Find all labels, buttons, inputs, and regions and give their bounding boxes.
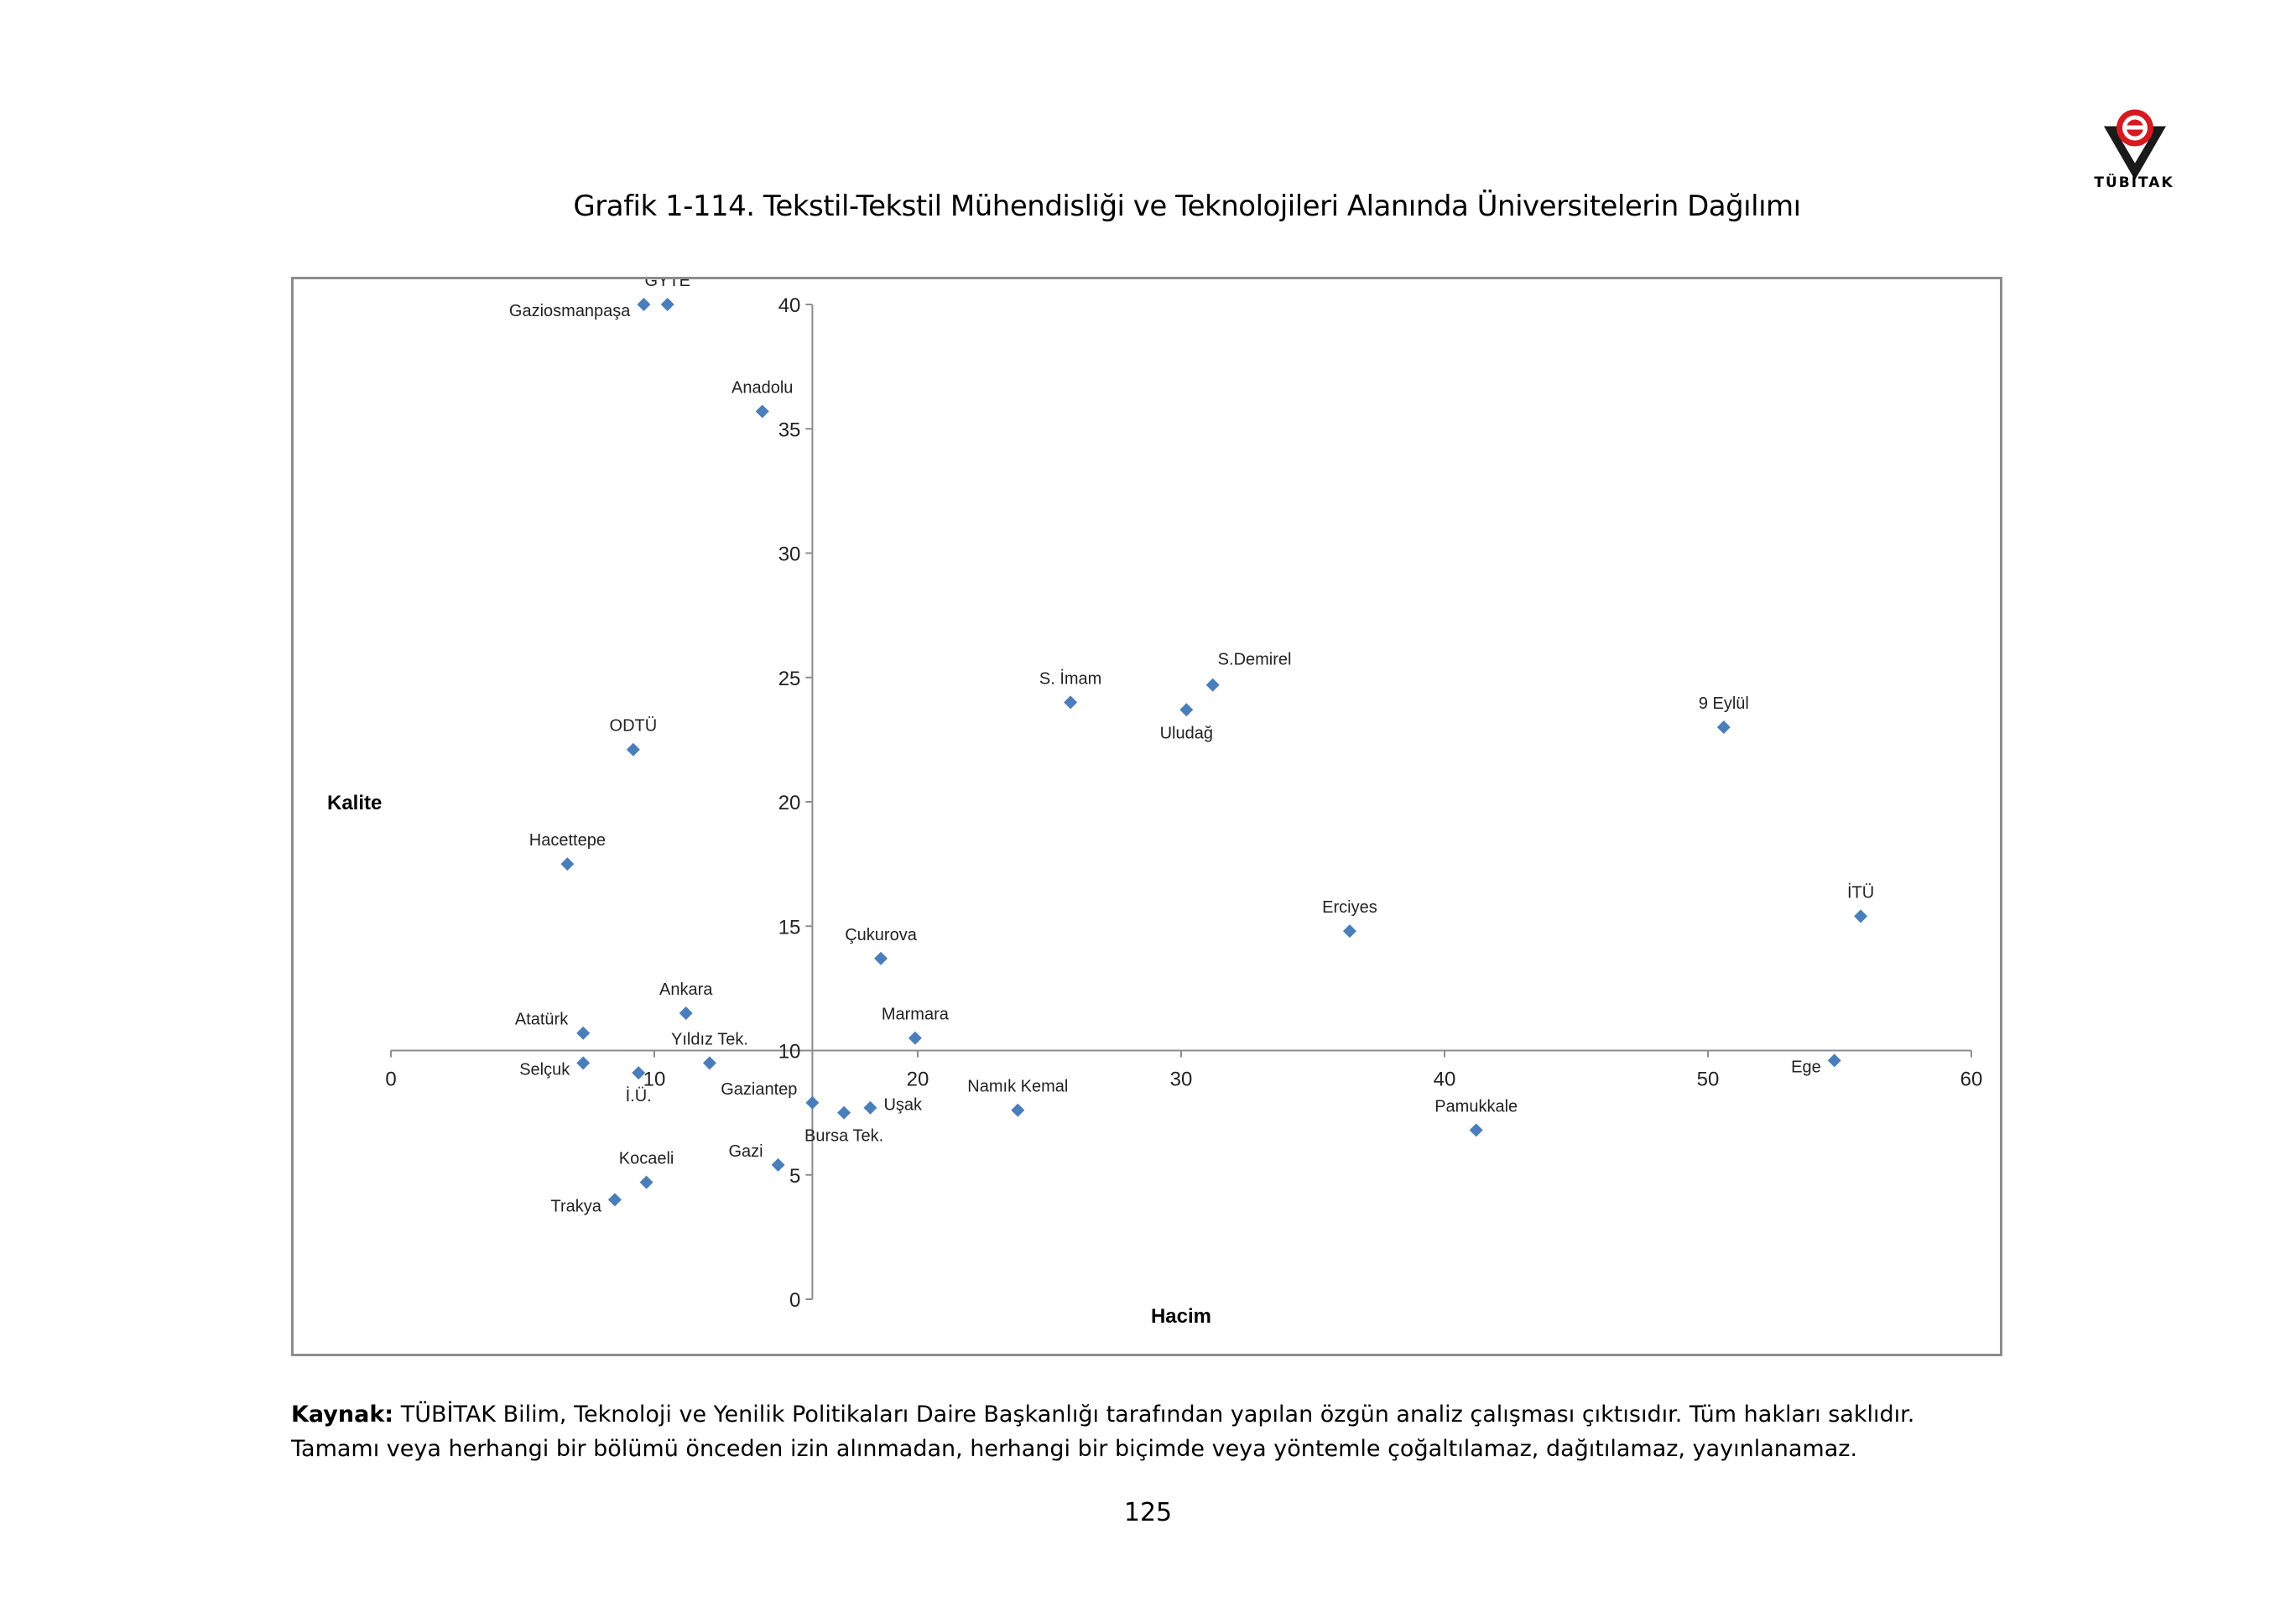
data-point xyxy=(1854,909,1868,923)
data-point xyxy=(1064,695,1078,710)
point-label: İTÜ xyxy=(1847,882,1874,902)
data-point xyxy=(1011,1103,1025,1117)
point-label: Atatürk xyxy=(515,1011,569,1029)
x-axis-title: Hacim xyxy=(1151,1305,1211,1328)
data-point xyxy=(1342,924,1356,939)
y-tick-label: 20 xyxy=(778,792,801,814)
point-label: Gazi xyxy=(728,1142,763,1161)
point-label: Marmara xyxy=(882,1006,950,1024)
y-tick-label: 40 xyxy=(778,294,801,317)
point-label: Ege xyxy=(1791,1058,1821,1076)
data-point xyxy=(679,1006,693,1021)
data-point xyxy=(576,1056,591,1070)
tubitak-logo xyxy=(2104,109,2166,180)
data-point xyxy=(637,298,651,311)
y-tick-label: 5 xyxy=(789,1165,800,1188)
point-label: S. İmam xyxy=(1039,668,1101,688)
point-label: Kocaeli xyxy=(619,1150,674,1168)
data-point xyxy=(576,1026,591,1040)
point-label: Erciyes xyxy=(1322,898,1377,917)
page-number: 125 xyxy=(1123,1498,1173,1527)
data-point xyxy=(626,742,640,757)
data-point xyxy=(702,1056,716,1070)
point-label: 9 Eylül xyxy=(1699,694,1749,713)
y-tick-label: 15 xyxy=(778,916,801,939)
y-tick-label: 30 xyxy=(778,544,801,566)
point-label: ODTÜ xyxy=(610,717,658,736)
data-point xyxy=(1827,1053,1841,1068)
x-tick-label: 60 xyxy=(1960,1069,1983,1091)
y-tick-label: 10 xyxy=(778,1041,801,1064)
logo-text: TÜBİTAK xyxy=(2094,174,2174,191)
y-tick-label: 25 xyxy=(778,668,801,690)
point-label: GYTE xyxy=(644,279,690,290)
data-point xyxy=(607,1193,622,1207)
point-label: Anadolu xyxy=(731,378,793,397)
chart-frame: 0 5 10 15 20 25 30 35 40 0 10 20 30 40 50 60 Kalite Hacim… xyxy=(291,277,2002,1356)
x-tick-label: 50 xyxy=(1697,1069,1720,1091)
data-point xyxy=(632,1066,646,1080)
point-label: Trakya xyxy=(551,1197,602,1215)
data-point xyxy=(863,1100,877,1115)
point-label: Gaziosmanpaşa xyxy=(509,302,631,320)
chart-title: Grafik 1-114. Tekstil-Tekstil Mühendisli… xyxy=(573,190,1801,223)
data-point xyxy=(805,1095,820,1110)
point-label: Uşak xyxy=(883,1096,923,1115)
data-point xyxy=(771,1157,785,1172)
point-label: Gaziantep xyxy=(721,1080,797,1099)
data-point xyxy=(560,857,575,871)
data-point xyxy=(874,951,888,965)
y-tick-label: 35 xyxy=(778,419,801,441)
data-point xyxy=(660,298,674,311)
x-tick-label: 30 xyxy=(1170,1069,1193,1091)
source-label: Kaynak: xyxy=(291,1402,394,1428)
data-point xyxy=(1205,678,1220,692)
data-point xyxy=(837,1105,851,1120)
x-tick-label: 0 xyxy=(385,1069,396,1091)
point-label: Hacettepe xyxy=(529,831,606,850)
data-point xyxy=(755,404,769,419)
point-label: Bursa Tek. xyxy=(804,1127,883,1146)
source-note: Kaynak: TÜBİTAK Bilim, Teknoloji ve Yeni… xyxy=(291,1397,2002,1466)
point-label: Selçuk xyxy=(519,1060,570,1079)
source-text: TÜBİTAK Bilim, Teknoloji ve Yenilik Poli… xyxy=(291,1402,1915,1462)
data-point xyxy=(1716,720,1731,735)
y-tick-label: 0 xyxy=(789,1289,800,1312)
data-point xyxy=(908,1031,922,1045)
scatter-chart: 0 5 10 15 20 25 30 35 40 0 10 20 30 40 50 60 Kalite Hacim… xyxy=(327,279,1983,1328)
x-tick-label: 10 xyxy=(643,1069,666,1091)
x-tick-label: 40 xyxy=(1434,1069,1456,1091)
x-tick-label: 20 xyxy=(907,1069,929,1091)
point-label: İ.Ü. xyxy=(626,1086,652,1105)
data-point xyxy=(1179,703,1194,717)
point-label: Çukurova xyxy=(845,926,917,944)
point-label: S.Demirel xyxy=(1218,651,1292,669)
point-label: Yıldız Tek. xyxy=(671,1030,748,1048)
point-label: Ankara xyxy=(659,980,713,999)
data-point xyxy=(1469,1123,1483,1137)
y-axis-title: Kalite xyxy=(327,792,382,814)
point-label: Uludağ xyxy=(1160,724,1213,742)
point-label: Pamukkale xyxy=(1434,1097,1518,1116)
data-point xyxy=(639,1175,653,1189)
point-label: Namık Kemal xyxy=(967,1078,1068,1096)
